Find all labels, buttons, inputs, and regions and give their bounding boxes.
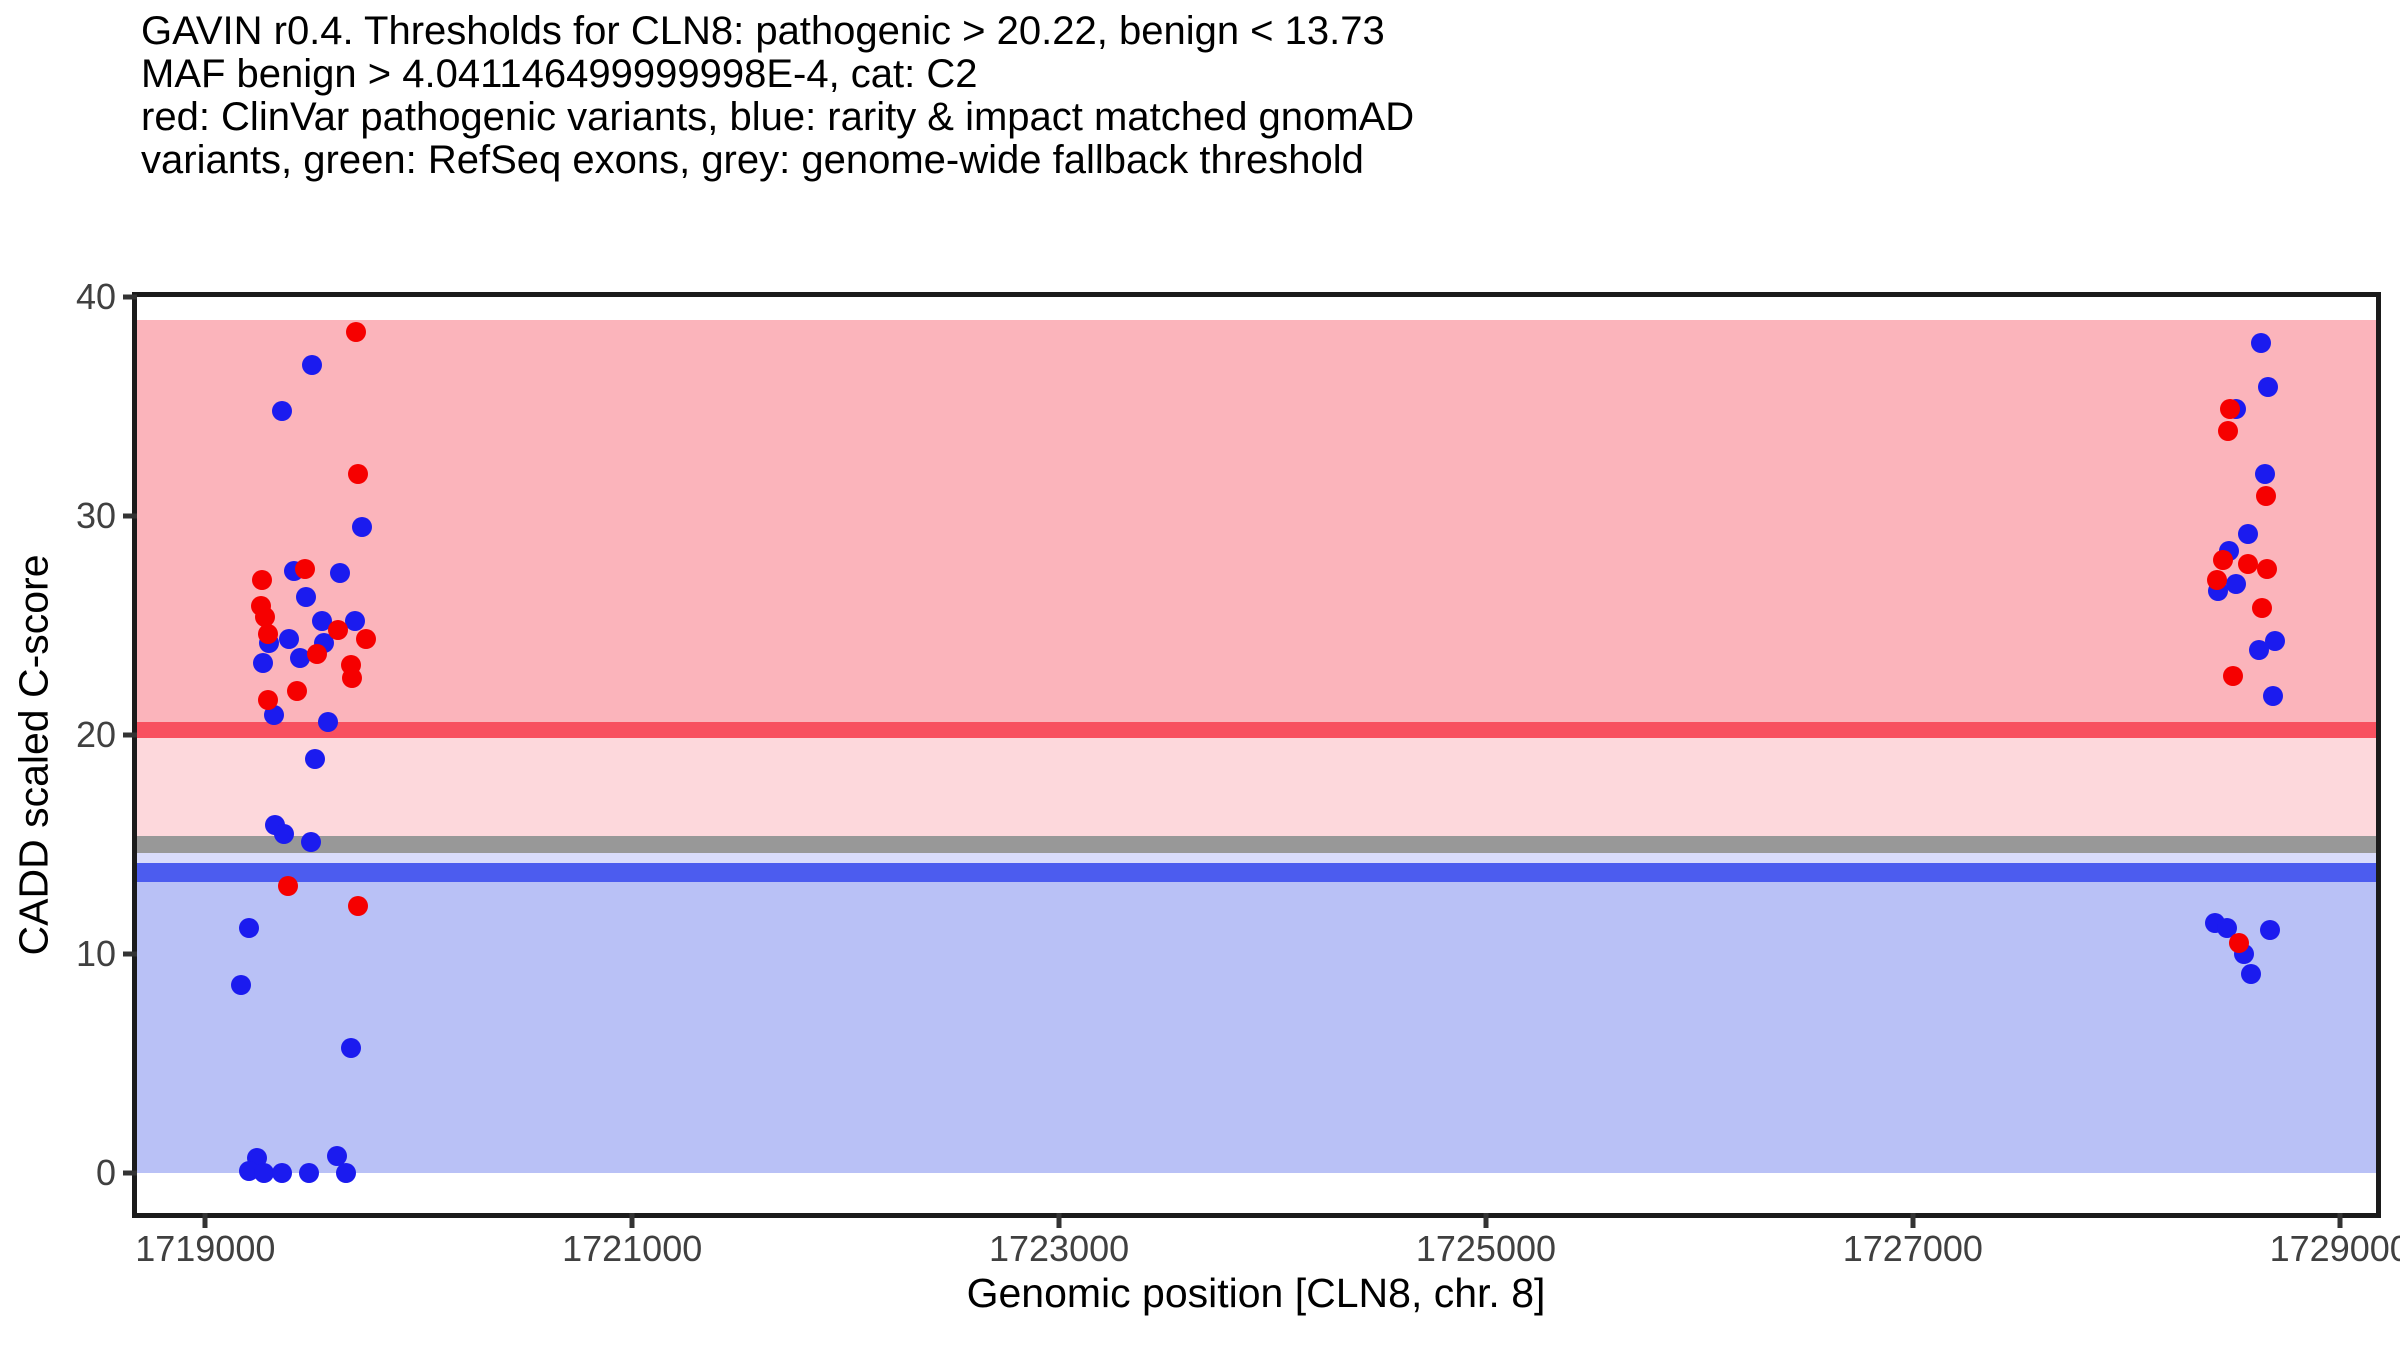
- scatter-point: [2264, 630, 2285, 651]
- x-tick-mark: [1910, 1213, 1916, 1228]
- scatter-point: [2212, 549, 2233, 570]
- y-tick-mark: [123, 513, 137, 519]
- x-tick-label: 1729000: [2269, 1228, 2400, 1269]
- scatter-point: [2251, 598, 2272, 619]
- scatter-point: [307, 644, 328, 665]
- genome-wide-fallback-band: [137, 836, 2376, 854]
- scatter-point: [2216, 917, 2237, 938]
- scatter-point: [2222, 665, 2243, 686]
- x-tick-label: 1719000: [135, 1228, 276, 1269]
- title-line-3: red: ClinVar pathogenic variants, blue: …: [141, 95, 1415, 139]
- x-axis-title: Genomic position [CLN8, chr. 8]: [966, 1270, 1546, 1316]
- scatter-point: [2256, 558, 2277, 579]
- scatter-point: [2255, 486, 2276, 507]
- scatter-point: [2240, 963, 2261, 984]
- scatter-point: [253, 652, 274, 673]
- scatter-point: [348, 895, 369, 916]
- scatter-point: [2217, 420, 2238, 441]
- scatter-point: [295, 558, 316, 579]
- scatter-point: [327, 1145, 348, 1166]
- scatter-point: [252, 569, 273, 590]
- scatter-point: [301, 832, 322, 853]
- scatter-point: [272, 400, 293, 421]
- scatter-point: [346, 322, 367, 343]
- scatter-point: [2254, 464, 2275, 485]
- scatter-point: [2225, 573, 2246, 594]
- x-tick-mark: [1483, 1213, 1489, 1228]
- benign-threshold-band: [137, 863, 2376, 883]
- uncertain-upper-region: [137, 738, 2376, 837]
- scatter-point: [254, 1163, 275, 1184]
- scatter-point: [2248, 639, 2269, 660]
- uncertain-lower-region: [137, 853, 2376, 864]
- x-tick-label: 1727000: [1842, 1228, 1983, 1269]
- scatter-point: [336, 1163, 357, 1184]
- scatter-point: [231, 974, 252, 995]
- x-tick-mark: [202, 1213, 208, 1228]
- scatter-point: [279, 628, 300, 649]
- benign-region: [137, 882, 2376, 1174]
- scatter-point: [2206, 569, 2227, 590]
- scatter-point: [2228, 933, 2249, 954]
- x-tick-mark: [2337, 1213, 2343, 1228]
- scatter-point: [330, 562, 351, 583]
- title-line-1: GAVIN r0.4. Thresholds for CLN8: pathoge…: [141, 9, 1385, 53]
- y-tick-label: 40: [75, 276, 116, 317]
- y-tick-label: 10: [75, 933, 116, 975]
- scatter-point: [2250, 332, 2271, 353]
- scatter-point: [2237, 554, 2258, 575]
- x-tick-label: 1721000: [562, 1228, 703, 1269]
- scatter-point: [341, 1038, 362, 1059]
- scatter-point: [258, 624, 279, 645]
- scatter-point: [255, 606, 276, 627]
- scatter-point: [2257, 376, 2278, 397]
- y-tick-label: 0: [95, 1152, 116, 1194]
- scatter-point: [328, 619, 349, 640]
- scatter-point: [352, 516, 373, 537]
- scatter-point: [342, 668, 363, 689]
- scatter-point: [290, 648, 311, 669]
- y-tick-label: 20: [75, 714, 116, 756]
- y-tick-mark: [123, 951, 137, 957]
- scatter-point: [312, 611, 333, 632]
- plot-title: GAVIN r0.4. Thresholds for CLN8: pathoge…: [141, 10, 1414, 182]
- x-tick-label: 1723000: [988, 1228, 1130, 1269]
- title-line-4: variants, green: RefSeq exons, grey: gen…: [141, 138, 1364, 182]
- scatter-point: [2262, 685, 2283, 706]
- y-tick-label: 30: [75, 495, 116, 537]
- scatter-point: [274, 823, 295, 844]
- scatter-point: [296, 587, 317, 608]
- scatter-point: [345, 611, 366, 632]
- scatter-point: [348, 464, 369, 485]
- scatter-point: [258, 690, 279, 711]
- scatter-point: [2237, 523, 2258, 544]
- x-tick-mark: [629, 1213, 635, 1228]
- pathogenic-threshold-band: [137, 722, 2376, 739]
- y-tick-mark: [123, 1170, 137, 1176]
- scatter-point: [302, 354, 323, 375]
- scatter-point: [239, 917, 260, 938]
- x-tick-label: 1725000: [1415, 1228, 1557, 1269]
- scatter-point: [356, 628, 377, 649]
- scatter-point: [2259, 920, 2280, 940]
- scatter-point: [2219, 398, 2240, 419]
- scatter-point: [272, 1163, 293, 1184]
- scatter-point: [299, 1163, 320, 1184]
- y-tick-mark: [123, 732, 137, 738]
- scatter-point: [239, 1160, 260, 1181]
- title-line-2: MAF benign > 4.041146499999998E-4, cat: …: [141, 52, 978, 96]
- x-tick-mark: [1056, 1213, 1062, 1228]
- y-tick-mark: [123, 294, 137, 300]
- scatter-point: [318, 711, 339, 732]
- scatter-point: [287, 681, 308, 702]
- pathogenic-region: [137, 320, 2376, 723]
- scatter-point: [278, 876, 299, 897]
- plot-panel: [137, 297, 2376, 1213]
- scatter-point: [305, 749, 326, 770]
- scatter-point: [264, 705, 285, 726]
